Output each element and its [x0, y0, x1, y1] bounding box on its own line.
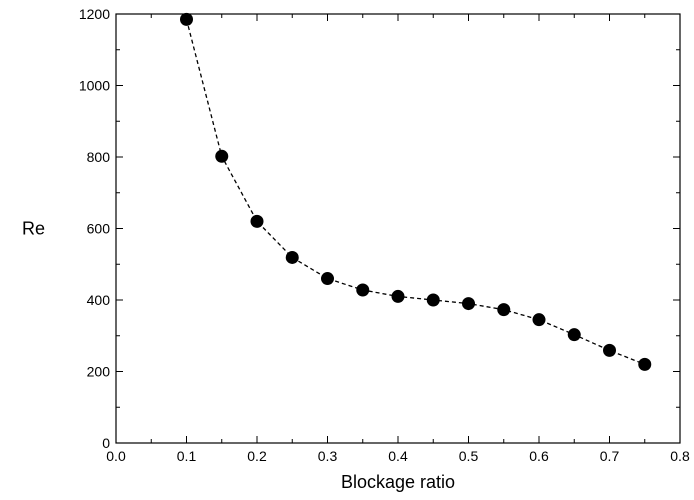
data-point	[321, 272, 334, 286]
data-point	[462, 297, 475, 311]
series-layer	[180, 12, 652, 371]
x-tick-label: 0.0	[106, 448, 126, 464]
data-point	[250, 214, 264, 228]
x-tick-label: 0.5	[459, 448, 479, 464]
x-tick-label: 0.2	[247, 448, 267, 464]
y-tick-label: 800	[87, 149, 111, 165]
data-point	[215, 149, 229, 163]
x-tick-label: 0.4	[388, 448, 408, 464]
y-tick-label: 0	[102, 435, 110, 451]
data-point	[180, 12, 193, 26]
series-line	[185, 19, 645, 365]
data-point	[638, 357, 652, 371]
data-point	[603, 343, 616, 357]
y-tick-label: 1200	[79, 6, 110, 22]
y-tick-label: 600	[87, 221, 111, 237]
data-point	[391, 289, 405, 303]
x-tick-label: 0.6	[529, 448, 549, 464]
x-tick-label: 0.8	[670, 448, 690, 464]
ticks-layer: 0.0 0.1 0.2 0.3 0.4 0.5 0.6 0.7 0.8 0 200 400 600 800…	[79, 6, 690, 464]
plot-frame	[115, 13, 681, 444]
y-tick-label: 1000	[79, 78, 110, 94]
y-tick-label: 400	[87, 292, 111, 308]
data-point	[426, 293, 440, 307]
x-tick-label: 0.7	[600, 448, 620, 464]
data-point	[497, 303, 511, 317]
x-tick-label: 0.1	[177, 448, 197, 464]
y-axis-label: Re	[22, 219, 45, 239]
x-tick-label: 0.3	[318, 448, 338, 464]
data-point	[285, 250, 299, 264]
data-point	[356, 283, 370, 297]
data-point	[567, 328, 581, 342]
x-axis-label: Blockage ratio	[341, 472, 455, 492]
data-point	[532, 313, 546, 327]
y-tick-label: 200	[87, 364, 111, 380]
